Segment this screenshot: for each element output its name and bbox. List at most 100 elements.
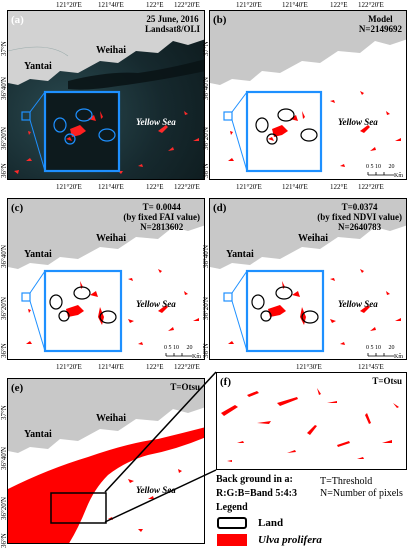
scale-tick: 10 [173,345,179,351]
panel-b-info-line: N=2149692 [358,24,402,34]
scale-tick: 20 [388,164,395,170]
place-weihai: Weihai [298,233,329,244]
algae-f [221,388,399,462]
scale-tick: 10 [375,164,381,170]
panel-f-info-line: T=Otsu [372,376,402,386]
lat-tick: 36°40'N [0,76,8,100]
scale-tick: 0 [164,345,167,351]
panel-d-label: (d) [213,202,227,214]
lon-tick: 121°40'E [98,1,124,9]
place-yellow-sea: Yellow Sea [338,299,378,309]
place-yantai: Yantai [226,249,254,260]
panel-c-label: (c) [11,202,24,214]
scale-bar-labels: 0 5 10 20 [164,345,193,352]
panel-c: (c) T= 0.0044 (by fixed FAI value) N=281… [7,198,205,360]
lon-tick: 122°20'E [358,1,384,9]
scale-bar-labels: 0 5 10 20 [366,345,395,352]
lat-tick: 36°20'N [0,126,8,150]
scale-tick: 5 [370,164,374,170]
lat-tick: 36°N [0,163,8,178]
land-d [210,199,406,269]
panel-b: (b) Model N=2149692 Yellow Sea 0 5 10 20… [209,10,407,180]
land-c [8,199,204,269]
panel-a: (a) 25 June, 2016 Landsat8/OLI Weihai Ya… [7,10,205,180]
lon-tick: 121°40'E [98,183,124,191]
lon-tick: 122°20'E [174,363,200,371]
lon-tick: 122°E [146,1,164,9]
panel-d-info-line: T=0.0374 [341,202,378,212]
note-pixels: N=Number of pixels [320,488,403,499]
lat-tick: 36°40'N [0,244,8,268]
lon-tick: 121°40'E [282,1,308,9]
scale-tick: 10 [375,345,381,351]
panel-c-info-line: (by fixed FAI value) [123,212,200,222]
lat-tick: 36°20'N [0,496,8,520]
scale-bar-labels: 0 5 10 20 [366,164,395,171]
legend-label-algae: Ulva prolifera [258,534,322,546]
lon-tick: 121°20'E [56,363,82,371]
lon-tick: 121°20'E [236,183,262,191]
panel-e-label: (e) [11,382,24,394]
panel-c-info: T= 0.0044 (by fixed FAI value) N=2813602 [123,202,200,232]
place-weihai: Weihai [96,413,127,424]
panel-b-info: Model N=2149692 [359,14,402,34]
panel-d-info-line: (by fixed NDVI value) [317,212,402,222]
panel-d: (d) T=0.0374 (by fixed NDVI value) N=264… [209,198,407,360]
panel-a-info: 25 June, 2016 Landsat8/OLI [145,14,200,34]
scale-tick: 0 [366,345,369,351]
land-a [8,11,204,85]
scale-unit: Km [394,354,403,360]
place-yellow-sea: Yellow Sea [136,485,176,495]
panel-a-info-line: 25 June, 2016 [146,14,199,24]
lon-tick: 121°20'E [56,183,82,191]
panel-f: (f) T=Otsu [216,372,407,470]
lon-tick: 121°30'E [296,363,322,371]
scale-tick: 20 [186,345,193,351]
panel-e-info-line: T=Otsu [170,382,200,392]
lat-tick: 37°N [202,41,210,56]
algae-d [228,269,401,351]
lon-tick: 122°20'E [358,183,384,191]
lat-tick: 36°40'N [202,244,210,268]
panel-a-map [8,11,204,179]
panel-c-info-line: N=2813602 [140,222,184,232]
note-bands: R:G:B=Band 5:4:3 [216,488,297,499]
place-yellow-sea: Yellow Sea [136,117,176,127]
note-threshold: T=Threshold [320,476,373,487]
lon-tick: 121°20'E [236,1,262,9]
lat-tick: 36°20'N [202,296,210,320]
lon-tick: 121°40'E [98,363,124,371]
panel-a-info-line: Landsat8/OLI [144,24,200,34]
legend-label-land: Land [258,517,284,529]
scale-unit: Km [394,173,403,179]
lat-tick: 36°40'N [0,446,8,470]
place-yantai: Yantai [24,429,52,440]
lat-tick: 36°20'N [202,126,210,150]
lon-tick: 121°45'E [358,363,384,371]
scale-tick: 5 [168,345,172,351]
lon-tick: 122°E [330,183,348,191]
lat-tick: 37°N [0,41,8,56]
scale-tick: 20 [388,345,395,351]
lon-tick: 122°20'E [174,183,200,191]
lon-tick: 122°E [330,1,348,9]
lon-tick: 122°E [146,183,164,191]
panel-c-info-line: T= 0.0044 [142,202,181,212]
lat-tick: 36°40'N [202,76,210,100]
land-b [210,11,406,85]
lat-tick: 37°N [0,405,8,420]
panel-b-map [210,11,406,176]
legend-title: Legend [216,502,248,513]
panel-b-info-line: Model [368,14,393,24]
legend-swatch-land [217,517,247,529]
panel-e: (e) T=Otsu Weihai Yantai Yellow Sea [7,378,205,544]
panel-c-map [8,199,204,357]
panel-f-info: T=Otsu [372,376,402,386]
lat-tick: 36°20'N [0,296,8,320]
lat-tick: 36°N [202,163,210,178]
algae-c [26,269,199,351]
lon-tick: 121°40'E [282,183,308,191]
place-yellow-sea: Yellow Sea [338,117,378,127]
place-weihai: Weihai [96,45,127,56]
